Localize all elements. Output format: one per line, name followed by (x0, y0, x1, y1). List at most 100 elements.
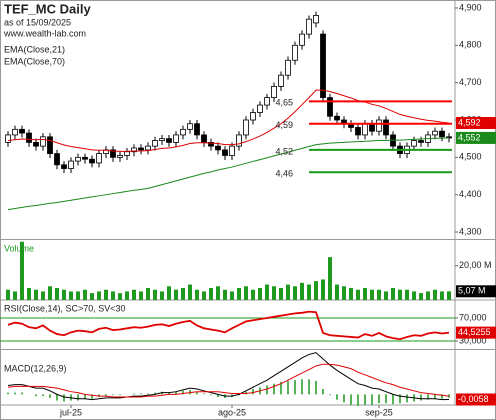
last-value-label: 44,5255 (458, 327, 491, 337)
candle-body (250, 112, 256, 121)
candle-body (439, 130, 445, 138)
histogram-bar (378, 394, 380, 404)
histogram-bar (273, 383, 275, 395)
histogram-bar (84, 394, 86, 399)
histogram-bar (182, 390, 184, 395)
volume-bar (69, 291, 73, 300)
candle-body (61, 164, 67, 169)
volume-bar (34, 289, 38, 300)
volume-bar (258, 288, 262, 300)
volume-bar (118, 293, 122, 300)
line (7, 310, 450, 341)
candle-body (96, 153, 102, 164)
subtitle: as of 15/09/2025 (4, 17, 71, 27)
histogram-bar (147, 393, 149, 395)
candle-body (243, 119, 249, 136)
histogram-bar (175, 391, 177, 395)
histogram-bar (322, 389, 324, 395)
histogram-bar (357, 394, 359, 406)
candle-body (159, 138, 165, 141)
candle-body (40, 136, 46, 147)
volume-bar (433, 289, 437, 300)
candle-body (117, 155, 123, 158)
candle-body (334, 115, 340, 121)
candle-body (5, 134, 11, 143)
histogram-bar (392, 394, 394, 405)
candle-body (173, 134, 179, 143)
candle-body (131, 147, 137, 153)
y-tick-label: 4,800 (459, 40, 482, 50)
histogram-bar (133, 393, 135, 395)
candle-body (257, 104, 263, 113)
panel-title: Volume (4, 243, 34, 253)
candle-body (166, 138, 172, 143)
histogram-bar (350, 394, 352, 405)
volume-bar (132, 289, 136, 300)
y-tick-label: 4,900 (459, 2, 482, 12)
candle-body (383, 119, 389, 136)
volume-bar (370, 289, 374, 300)
candle-body (194, 123, 200, 136)
volume-bar (356, 289, 360, 300)
y-tick-label: 20,00 M (459, 260, 492, 270)
volume-bar (321, 279, 325, 300)
histogram-bar (399, 394, 401, 404)
volume-bar (55, 288, 59, 300)
volume-bar (349, 288, 353, 300)
candle-body (236, 134, 242, 147)
candle-body (145, 145, 151, 151)
histogram-bar (119, 394, 121, 396)
histogram-bar (336, 394, 338, 400)
volume-bar (125, 291, 129, 300)
candle-body (376, 119, 382, 132)
last-value-box (456, 326, 496, 339)
last-value-label: -0,0058 (458, 394, 489, 404)
volume-bar (377, 289, 381, 300)
chart-title: TEF_MC Daily (4, 1, 91, 16)
candle-body (89, 158, 95, 164)
y-tick-label: 4,700 (459, 77, 482, 87)
candle-body (180, 128, 186, 136)
x-tick-label: ago-25 (218, 407, 246, 417)
volume-bar (328, 257, 332, 300)
y-tick-label: 4,500 (459, 152, 482, 162)
candle-body (138, 147, 144, 151)
histogram-bar (14, 392, 16, 395)
histogram-bar (21, 392, 23, 395)
y-tick-label: 30,000 (459, 335, 487, 345)
candle-body (222, 149, 228, 156)
histogram-bar (35, 394, 37, 397)
last-value-box (456, 116, 496, 129)
volume-bar (48, 286, 52, 300)
line (7, 137, 450, 211)
line (7, 89, 450, 152)
line (7, 352, 450, 401)
histogram-bar (91, 394, 93, 399)
histogram-bar (56, 394, 58, 401)
panel-title: RSI(Close,14), SC>70, SV<30 (4, 303, 126, 313)
candle-body (19, 128, 25, 134)
source: www.wealth-lab.com (3, 28, 86, 38)
level-label: 4,65 (275, 98, 293, 108)
volume-bar (300, 282, 304, 300)
last-value-box (456, 131, 496, 144)
histogram-bar (343, 394, 345, 403)
candle-body (208, 142, 214, 147)
histogram-bar (315, 381, 317, 395)
candle-body (313, 15, 319, 24)
volume-bar (426, 291, 430, 300)
histogram-bar (42, 394, 44, 397)
level-label: 4,52 (275, 146, 293, 156)
x-tick-label: sep-25 (365, 407, 393, 417)
y-tick-label: 70,000 (459, 312, 487, 322)
candle-body (320, 33, 326, 98)
volume-bar (363, 288, 367, 300)
candle-body (26, 132, 32, 143)
volume-bar (419, 293, 423, 300)
candle-body (285, 59, 291, 76)
volume-bar (174, 289, 178, 300)
histogram-bar (154, 392, 156, 395)
volume-bar (20, 241, 24, 300)
